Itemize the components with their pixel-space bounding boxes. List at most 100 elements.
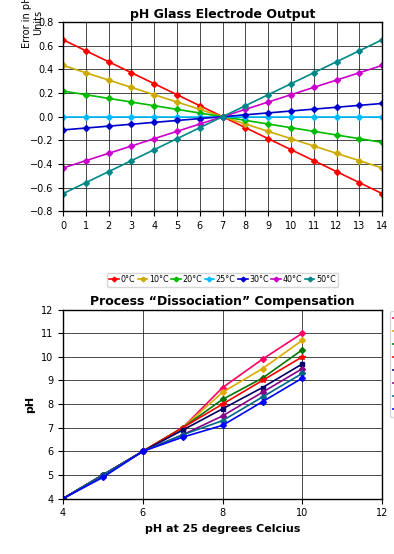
30°C [106,123,111,130]
40°C [289,91,294,98]
0°C [61,37,65,43]
Y-axis label: Error in pH
Units: Error in pH Units [22,0,43,48]
50 [260,394,265,401]
20°C [175,106,179,112]
60 [100,474,105,481]
25°C [266,114,271,120]
10°C [311,143,316,150]
30 [140,448,145,455]
Line: 25°C: 25°C [61,115,384,119]
Y-axis label: pH: pH [25,396,35,413]
40°C [311,84,316,91]
50 [220,417,225,424]
30 [180,427,185,433]
10 [140,448,145,455]
0 [180,424,185,431]
30°C [357,102,362,109]
30°C [129,121,134,127]
0°C [266,135,271,142]
20°C [152,102,156,109]
25°C [357,114,362,120]
0 [220,384,225,391]
50°C [380,37,385,43]
25°C [334,114,339,120]
Line: 20: 20 [61,347,305,501]
Line: 0: 0 [61,331,305,501]
40 [61,495,65,502]
25°C [380,114,385,120]
20°C [357,135,362,142]
25 [300,353,305,360]
10°C [106,77,111,84]
40°C [266,99,271,105]
20 [300,346,305,353]
Line: 40: 40 [61,367,305,501]
10 [220,389,225,396]
50 [100,471,105,478]
40 [100,471,105,478]
50 [140,448,145,455]
50°C [357,48,362,54]
0°C [84,48,88,54]
20°C [334,132,339,138]
Line: 30°C: 30°C [61,101,384,132]
50°C [311,69,316,76]
40°C [106,150,111,157]
30°C [380,100,385,107]
0°C [220,114,225,120]
50°C [84,179,88,186]
0 [300,330,305,336]
40 [220,413,225,419]
Line: 40°C: 40°C [61,63,384,170]
20 [220,396,225,403]
20°C [266,121,271,127]
0°C [243,124,248,131]
30°C [197,115,202,122]
25 [180,424,185,431]
40 [140,448,145,455]
0°C [129,69,134,76]
60 [140,448,145,455]
50 [61,495,65,502]
60 [220,422,225,429]
30 [220,406,225,412]
30°C [61,127,65,134]
20 [260,375,265,381]
25°C [197,114,202,120]
Legend: 0°C, 10°C, 20°C, 25°C, 30°C, 40°C, 50°C: 0°C, 10°C, 20°C, 25°C, 30°C, 40°C, 50°C [107,273,338,286]
30 [260,384,265,391]
25°C [289,114,294,120]
30 [100,471,105,478]
20°C [106,95,111,102]
Line: 50: 50 [61,371,305,501]
10°C [266,128,271,135]
Line: 10: 10 [61,338,305,501]
20°C [380,139,385,146]
10°C [357,157,362,164]
10°C [220,114,225,120]
30°C [175,117,179,124]
50°C [197,124,202,131]
30°C [152,119,156,126]
25 [260,377,265,384]
20°C [197,110,202,116]
0°C [197,102,202,109]
20°C [289,124,294,131]
30°C [84,125,88,131]
10°C [197,106,202,112]
10°C [175,99,179,105]
40°C [197,121,202,127]
0 [260,356,265,362]
40 [180,432,185,438]
Line: 25: 25 [60,354,305,501]
10°C [243,121,248,127]
20 [100,471,105,478]
0°C [357,179,362,186]
40°C [84,157,88,164]
30 [61,495,65,502]
25 [61,495,65,502]
40 [260,389,265,396]
60 [260,398,265,405]
Title: Process “Dissociation” Compensation: Process “Dissociation” Compensation [90,295,355,309]
25°C [84,114,88,120]
